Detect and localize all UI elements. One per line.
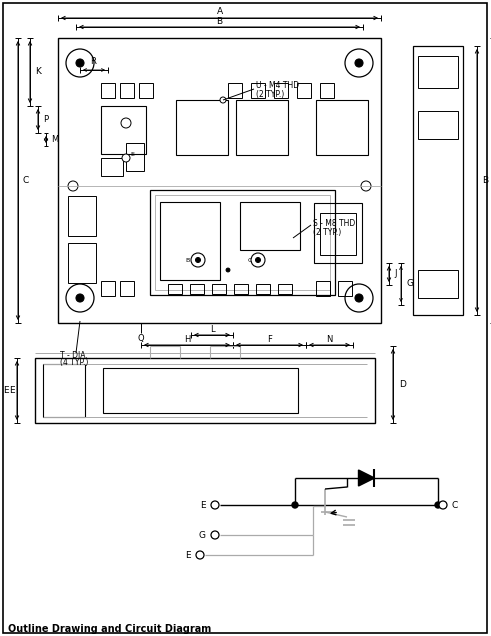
Text: E: E bbox=[9, 386, 15, 395]
Text: B: B bbox=[217, 17, 222, 25]
Circle shape bbox=[195, 258, 200, 263]
Bar bbox=[418, 56, 458, 88]
Bar bbox=[160, 202, 220, 280]
Bar bbox=[314, 203, 362, 263]
Circle shape bbox=[122, 154, 130, 162]
Text: E: E bbox=[200, 501, 206, 509]
Text: E: E bbox=[186, 551, 191, 560]
Bar bbox=[43, 364, 85, 417]
Circle shape bbox=[355, 294, 363, 302]
Text: F: F bbox=[267, 335, 272, 343]
Bar bbox=[212, 284, 226, 294]
Text: J: J bbox=[394, 270, 397, 279]
Text: E: E bbox=[130, 153, 134, 158]
Bar bbox=[168, 284, 182, 294]
Text: C: C bbox=[452, 501, 458, 509]
Bar bbox=[278, 284, 292, 294]
Circle shape bbox=[435, 502, 441, 508]
Bar bbox=[139, 83, 153, 98]
Bar bbox=[320, 213, 356, 255]
Text: A: A bbox=[217, 8, 222, 17]
Bar bbox=[234, 284, 248, 294]
Text: C: C bbox=[247, 258, 252, 263]
Circle shape bbox=[191, 253, 205, 267]
Bar bbox=[316, 281, 330, 296]
Bar bbox=[240, 202, 300, 250]
Bar bbox=[274, 83, 288, 98]
Bar bbox=[120, 281, 134, 296]
Bar bbox=[320, 83, 334, 98]
Bar bbox=[101, 83, 115, 98]
Text: D: D bbox=[399, 380, 406, 389]
Circle shape bbox=[66, 284, 94, 312]
Circle shape bbox=[292, 502, 298, 508]
Bar bbox=[155, 195, 330, 290]
Text: (2 TYP.): (2 TYP.) bbox=[256, 90, 284, 99]
Bar bbox=[418, 111, 458, 139]
Text: C: C bbox=[23, 176, 29, 185]
Circle shape bbox=[220, 97, 226, 103]
Bar bbox=[190, 284, 204, 294]
Text: (4 TYP.): (4 TYP.) bbox=[60, 359, 88, 368]
Text: M: M bbox=[51, 135, 58, 144]
Text: R: R bbox=[90, 57, 96, 67]
Bar bbox=[68, 196, 96, 236]
Bar bbox=[228, 83, 242, 98]
Text: S - M8 THD: S - M8 THD bbox=[313, 219, 355, 228]
Bar bbox=[126, 143, 144, 171]
Bar bbox=[101, 281, 115, 296]
Bar bbox=[150, 190, 335, 295]
Circle shape bbox=[226, 268, 230, 272]
Circle shape bbox=[439, 501, 447, 509]
Bar bbox=[176, 100, 228, 155]
Bar bbox=[316, 100, 368, 155]
Text: N: N bbox=[327, 335, 333, 343]
Bar bbox=[418, 270, 458, 298]
Circle shape bbox=[68, 181, 78, 191]
Text: K: K bbox=[35, 67, 41, 76]
Text: G: G bbox=[199, 530, 206, 539]
Circle shape bbox=[251, 253, 265, 267]
Text: B: B bbox=[482, 176, 488, 185]
Circle shape bbox=[196, 551, 204, 559]
Text: L: L bbox=[210, 324, 214, 333]
Polygon shape bbox=[358, 470, 375, 486]
Circle shape bbox=[255, 258, 261, 263]
Bar bbox=[256, 284, 270, 294]
Text: P: P bbox=[43, 115, 48, 124]
Text: U - M4 THD: U - M4 THD bbox=[256, 81, 299, 90]
Bar bbox=[338, 281, 352, 296]
Bar bbox=[251, 83, 265, 98]
Bar bbox=[58, 38, 381, 323]
Bar bbox=[236, 100, 288, 155]
Circle shape bbox=[211, 501, 219, 509]
Bar bbox=[413, 46, 463, 315]
Bar bbox=[120, 83, 134, 98]
Circle shape bbox=[121, 118, 131, 128]
Text: (2 TYP.): (2 TYP.) bbox=[313, 228, 341, 237]
Text: E: E bbox=[3, 386, 9, 395]
Circle shape bbox=[76, 59, 84, 67]
Circle shape bbox=[66, 49, 94, 77]
Text: Outline Drawing and Circuit Diagram: Outline Drawing and Circuit Diagram bbox=[8, 624, 211, 634]
Circle shape bbox=[345, 284, 373, 312]
Text: T - DIA.: T - DIA. bbox=[60, 350, 88, 359]
Circle shape bbox=[355, 59, 363, 67]
Circle shape bbox=[76, 294, 84, 302]
Circle shape bbox=[361, 181, 371, 191]
Bar bbox=[68, 243, 96, 283]
Text: Q: Q bbox=[137, 333, 144, 343]
Circle shape bbox=[211, 531, 219, 539]
Text: G: G bbox=[407, 279, 414, 289]
Bar bbox=[103, 368, 298, 413]
Bar bbox=[101, 106, 146, 154]
Text: B: B bbox=[186, 258, 190, 263]
Bar bbox=[101, 158, 123, 176]
Bar bbox=[297, 83, 311, 98]
Text: H: H bbox=[184, 335, 190, 343]
Circle shape bbox=[345, 49, 373, 77]
Bar bbox=[35, 358, 375, 423]
